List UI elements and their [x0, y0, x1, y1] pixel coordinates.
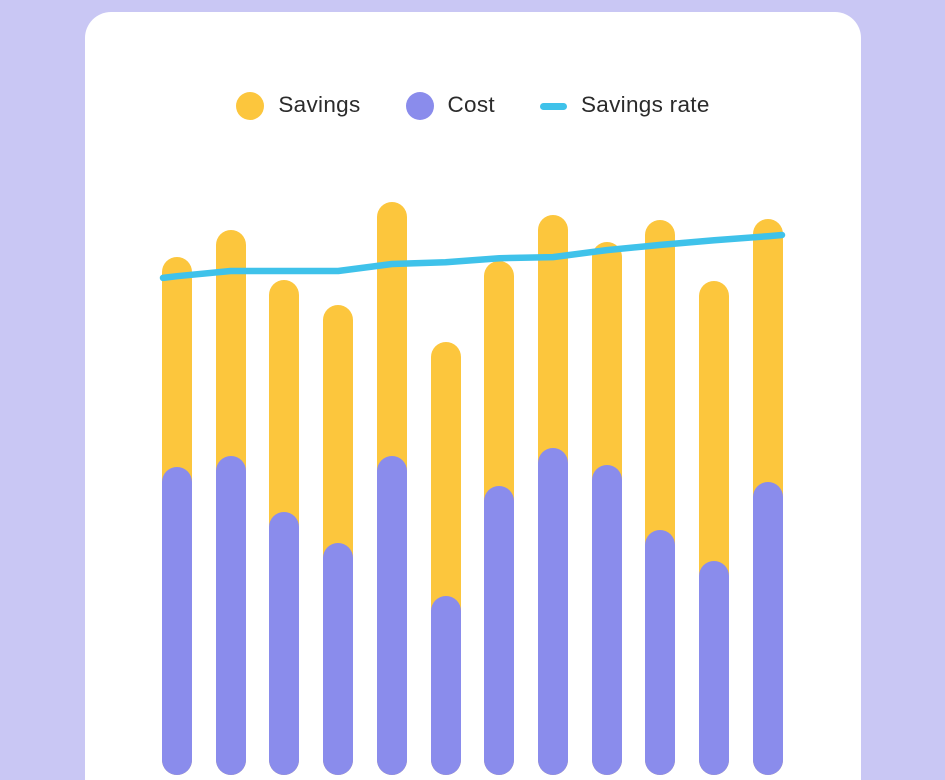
legend-label-cost: Cost [447, 91, 495, 117]
bar-column [430, 195, 461, 775]
cost-bar [484, 486, 515, 775]
bar-column [699, 195, 730, 775]
bar-column [538, 195, 569, 775]
cost-bar [269, 512, 300, 775]
bar-column [323, 195, 354, 775]
bar-column [269, 195, 300, 775]
bar-column [215, 195, 246, 775]
bar-column [591, 195, 622, 775]
cost-bar [215, 456, 246, 775]
chart-legend: Savings Cost Savings rate [85, 92, 861, 120]
bar-column [376, 195, 407, 775]
bar-column [645, 195, 676, 775]
legend-label-savings: Savings [278, 91, 361, 117]
cost-bar [430, 595, 461, 775]
cost-bar [162, 467, 192, 775]
savings-rate-line [159, 231, 786, 282]
cost-bar [591, 465, 622, 775]
bars-group [162, 195, 783, 775]
chart-card: Savings Cost Savings rate [85, 12, 861, 780]
cost-bar [538, 448, 569, 775]
cost-bar [323, 543, 354, 775]
bar-column [162, 195, 192, 775]
chart-area [159, 195, 786, 775]
legend-item-cost: Cost [405, 91, 495, 120]
savings-rate-dash-icon [539, 102, 567, 110]
legend-label-savings-rate: Savings rate [580, 91, 710, 117]
cost-bar [699, 560, 730, 775]
cost-bar [376, 456, 407, 775]
cost-bar [645, 530, 676, 775]
legend-item-savings: Savings [236, 92, 360, 120]
cost-bar [752, 482, 783, 775]
cost-swatch-icon [405, 92, 434, 120]
bar-column [752, 195, 783, 775]
bar-column [484, 195, 515, 775]
legend-item-savings-rate: Savings rate [539, 91, 710, 119]
savings-swatch-icon [236, 92, 265, 120]
